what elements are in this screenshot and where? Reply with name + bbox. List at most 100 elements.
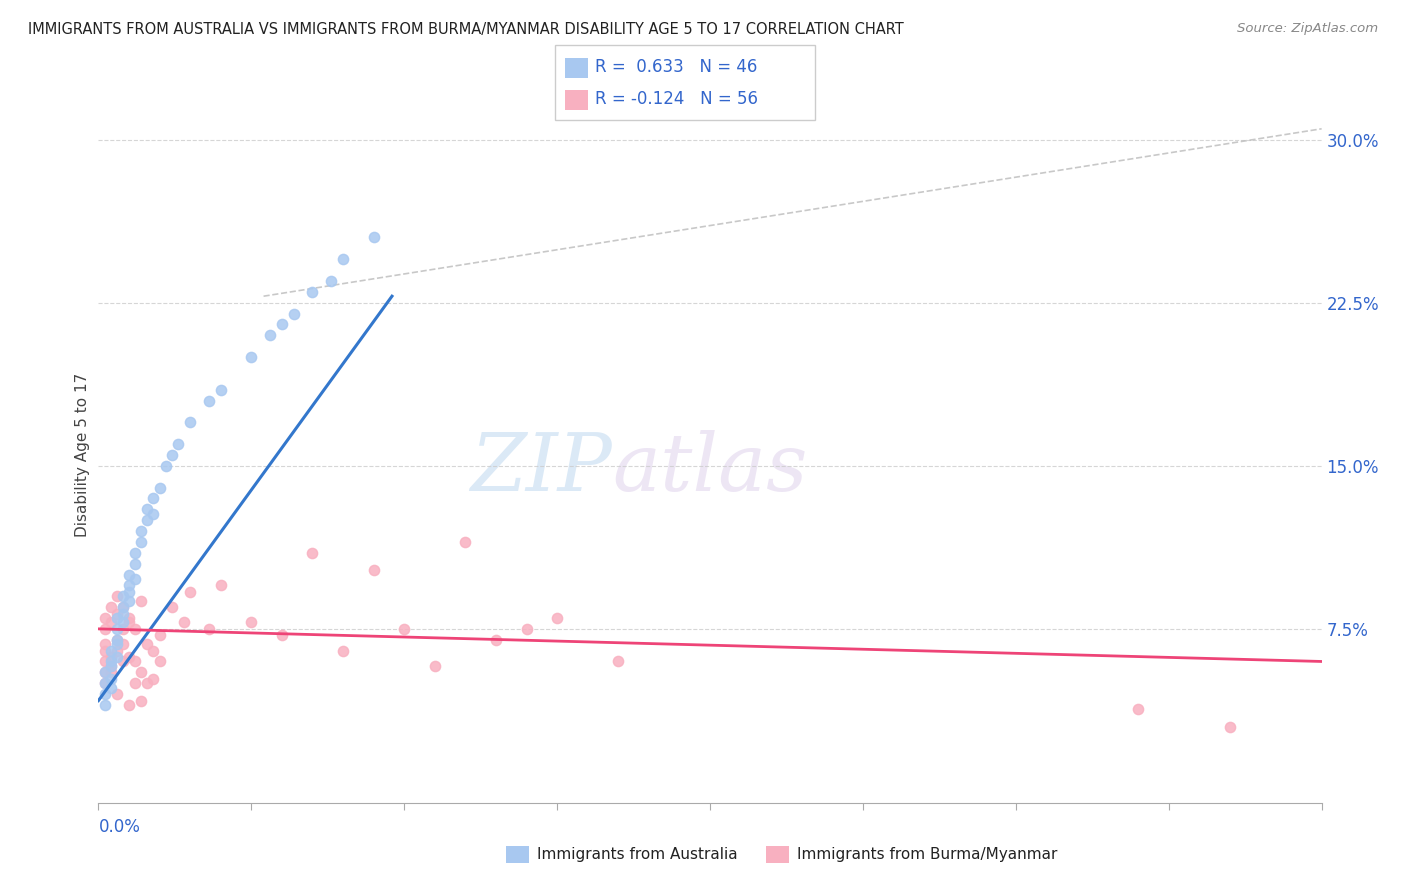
Point — [124, 655, 146, 669]
Point — [100, 672, 122, 686]
Point — [270, 318, 292, 332]
Point — [136, 513, 159, 527]
Point — [111, 637, 134, 651]
Point — [136, 676, 159, 690]
Point — [301, 285, 323, 299]
Point — [332, 643, 354, 657]
Point — [105, 622, 128, 636]
Point — [319, 274, 342, 288]
Point — [93, 655, 115, 669]
Point — [363, 563, 385, 577]
Point — [93, 637, 115, 651]
Point — [118, 650, 141, 665]
Point — [240, 615, 263, 630]
Point — [105, 687, 128, 701]
Point — [111, 622, 134, 636]
Point — [100, 615, 122, 630]
Point — [118, 578, 141, 592]
Point — [1219, 720, 1241, 734]
Point — [100, 681, 122, 695]
Point — [118, 698, 141, 712]
Text: 0.0%: 0.0% — [98, 818, 141, 836]
Point — [197, 622, 219, 636]
Text: Immigrants from Burma/Myanmar: Immigrants from Burma/Myanmar — [797, 847, 1057, 862]
Point — [100, 650, 122, 665]
Point — [100, 658, 122, 673]
Text: IMMIGRANTS FROM AUSTRALIA VS IMMIGRANTS FROM BURMA/MYANMAR DISABILITY AGE 5 TO 1: IMMIGRANTS FROM AUSTRALIA VS IMMIGRANTS … — [28, 22, 904, 37]
Point — [124, 622, 146, 636]
Point — [93, 622, 115, 636]
Point — [160, 600, 183, 615]
Point — [105, 643, 128, 657]
Point — [129, 665, 152, 680]
Point — [93, 643, 115, 657]
Point — [129, 593, 152, 607]
Point — [363, 230, 385, 244]
Point — [270, 628, 292, 642]
Point — [105, 632, 128, 647]
Point — [160, 448, 183, 462]
Point — [179, 415, 201, 429]
Point — [173, 615, 195, 630]
Point — [301, 546, 323, 560]
Point — [142, 491, 165, 506]
Point — [93, 698, 115, 712]
Y-axis label: Disability Age 5 to 17: Disability Age 5 to 17 — [75, 373, 90, 537]
Point — [124, 572, 146, 586]
Point — [155, 458, 177, 473]
Point — [105, 589, 128, 603]
Point — [1128, 702, 1150, 716]
Text: R = -0.124   N = 56: R = -0.124 N = 56 — [595, 90, 758, 108]
Point — [111, 600, 134, 615]
Point — [118, 593, 141, 607]
Point — [93, 611, 115, 625]
Point — [105, 607, 128, 621]
Point — [111, 589, 134, 603]
Point — [124, 676, 146, 690]
Point — [209, 383, 232, 397]
Point — [93, 687, 115, 701]
Point — [100, 658, 122, 673]
Point — [111, 655, 134, 669]
Point — [607, 655, 630, 669]
Point — [100, 655, 122, 669]
Text: atlas: atlas — [612, 430, 807, 508]
Point — [197, 393, 219, 408]
Point — [111, 607, 134, 621]
Point — [179, 585, 201, 599]
Point — [124, 546, 146, 560]
Point — [100, 600, 122, 615]
Point — [142, 643, 165, 657]
Point — [209, 578, 232, 592]
Point — [129, 524, 152, 538]
Point — [136, 502, 159, 516]
Point — [105, 632, 128, 647]
Point — [93, 665, 115, 680]
Point — [118, 611, 141, 625]
Point — [485, 632, 508, 647]
Point — [105, 611, 128, 625]
Point — [118, 615, 141, 630]
Point — [149, 481, 172, 495]
Point — [142, 507, 165, 521]
Text: Immigrants from Australia: Immigrants from Australia — [537, 847, 738, 862]
Point — [118, 567, 141, 582]
Point — [149, 628, 172, 642]
Point — [118, 585, 141, 599]
Point — [129, 693, 152, 707]
Point — [111, 600, 134, 615]
Point — [454, 534, 477, 549]
Text: ZIP: ZIP — [471, 430, 612, 508]
Point — [105, 650, 128, 665]
Point — [129, 534, 152, 549]
Point — [392, 622, 416, 636]
Point — [516, 622, 538, 636]
Text: R =  0.633   N = 46: R = 0.633 N = 46 — [595, 58, 756, 76]
Point — [423, 658, 446, 673]
Point — [111, 615, 134, 630]
Point — [259, 328, 281, 343]
Point — [149, 655, 172, 669]
Point — [93, 676, 115, 690]
Point — [142, 672, 165, 686]
Point — [124, 557, 146, 571]
